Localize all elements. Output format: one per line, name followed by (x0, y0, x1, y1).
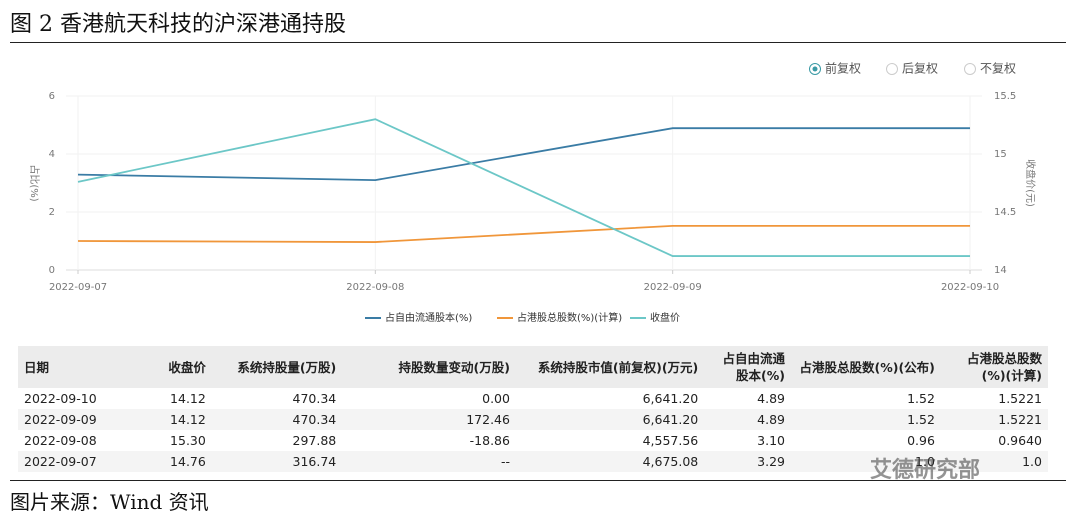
table-cell: 6,641.20 (642, 391, 699, 406)
table-cell: 1.0 (790, 451, 941, 472)
table-cell: 1.5221 (998, 391, 1042, 406)
x-tick-label: 2022-09-07 (49, 282, 107, 293)
column-header: 持股数量变动(万股) (342, 346, 516, 388)
table-cell: 316.74 (211, 451, 343, 472)
radio-label[interactable]: 前复权 (825, 61, 861, 76)
table-cell: -- (342, 451, 516, 472)
table-cell: 3.29 (704, 451, 791, 472)
column-header: 占港股总股数(%)(计算) (940, 346, 1048, 388)
table-cell: 1.52 (790, 409, 941, 430)
radio-label[interactable]: 不复权 (980, 62, 1016, 76)
y-tick-label: 2 (49, 207, 55, 218)
table-cell: 6,641.20 (515, 409, 705, 430)
table-cell: 1.5221 (940, 409, 1048, 430)
table-cell: 0.00 (482, 391, 510, 406)
data-table: 日期 收盘价 系统持股量(万股) 持股数量变动(万股) 系统持股市值(前复权)(万元) 占… (18, 346, 1048, 472)
rule (10, 480, 1066, 481)
table-cell: 2022-09-09 (18, 409, 126, 430)
table-cell: 470.34 (211, 409, 343, 430)
radio-button[interactable] (964, 63, 976, 75)
legend-label: 占港股总股数(%)(计算) (517, 311, 622, 324)
y2-axis-label: 收盘价(元) (1024, 159, 1037, 207)
x-tick-label: 2022-09-09 (644, 282, 702, 293)
table-cell: 14.12 (125, 409, 212, 430)
source-note: 图片来源：Wind 资讯 (10, 490, 209, 514)
column-header: 系统持股市值(前复权)(万元) (515, 346, 705, 388)
radio-label[interactable]: 后复权 (902, 62, 938, 76)
table-row: 2022-09-08 15.30 297.88 -18.86 4,557.56 3.10 0… (18, 430, 1048, 451)
rule (10, 42, 1066, 43)
y-tick-label: 4 (49, 149, 55, 160)
table-cell: 2022-09-07 (18, 451, 126, 472)
y2-tick-label: 14 (994, 265, 1007, 276)
table-cell: 297.88 (292, 433, 337, 448)
table-cell: 470.34 (292, 391, 337, 406)
table-cell: 2022-09-10 (24, 391, 97, 406)
y-tick-label: 6 (49, 91, 55, 102)
watermark: 艾德研究部 (870, 458, 981, 483)
legend-label: 占自由流通股本(%) (385, 311, 472, 324)
column-header: 日期 (18, 346, 126, 388)
page-title: 图 2 香港航天科技的沪深港通持股 (10, 12, 346, 37)
table-cell: 4,675.08 (515, 451, 705, 472)
data-line (77, 224, 970, 243)
table-cell: 15.30 (170, 433, 206, 448)
table-cell: 14.76 (125, 451, 212, 472)
radio-button[interactable] (886, 63, 898, 75)
column-header: 占港股总股数(%)(公布) (790, 346, 941, 388)
x-tick-label: 2022-09-08 (346, 282, 404, 293)
table-row: 2022-09-07 14.76 316.74 -- 4,675.08 3.29 1.0 1.… (18, 451, 1048, 472)
table-cell: 172.46 (342, 409, 516, 430)
y2-tick-label: 14.5 (994, 207, 1016, 218)
table-cell: -18.86 (469, 433, 510, 448)
x-tick-label: 2022-09-10 (941, 282, 999, 293)
data-line (77, 118, 970, 257)
chart: 前复权 后复权 不复权 0 2 4 6 14 14.5 15 15.5 占比(%) 收盘价(元) 2022… (28, 61, 1037, 325)
table-cell: 14.12 (170, 391, 206, 406)
y-axis-label: 占比(%) (28, 164, 41, 201)
table-row: 2022-09-10 14.12 470.34 0.00 6,641.20 4.89 1.5… (18, 388, 1048, 409)
table-cell: 2022-09-08 (24, 433, 97, 448)
column-header: 收盘价 (125, 346, 212, 388)
radio-dot (812, 66, 818, 72)
table-cell: 4.89 (704, 409, 791, 430)
table-cell: 0.9640 (998, 433, 1042, 448)
table-cell: 4.89 (757, 391, 785, 406)
y2-tick-label: 15.5 (994, 91, 1016, 102)
column-header: 系统持股量(万股) (211, 346, 343, 388)
y2-tick-label: 15 (994, 149, 1007, 160)
table-cell: 0.96 (907, 433, 935, 448)
data-line (77, 127, 970, 182)
table-cell: 1.0 (940, 451, 1048, 472)
column-header: 占自由流通股本(%) (704, 346, 791, 388)
table-row: 2022-09-09 14.12 470.34 172.46 6,641.20 4.89 1… (18, 409, 1048, 430)
table-cell: 4,557.56 (642, 433, 699, 448)
table-cell: 3.10 (757, 433, 785, 448)
legend-label: 收盘价 (650, 311, 680, 324)
table-cell: 1.52 (907, 391, 935, 406)
y-tick-label: 0 (49, 265, 55, 276)
